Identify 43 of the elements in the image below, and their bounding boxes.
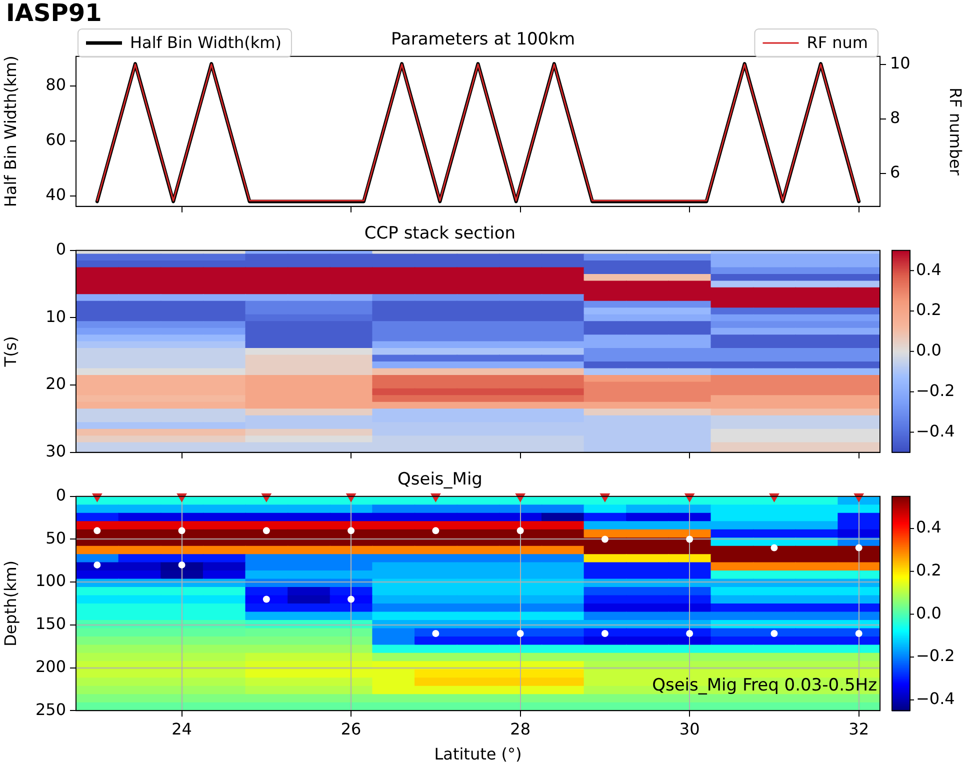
chart-title: Qseis_Mig xyxy=(398,470,482,490)
y-axis-title: T(s) xyxy=(0,336,20,368)
text: IASP91 xyxy=(6,0,102,27)
y-tick-label: 200 xyxy=(35,656,66,676)
y-tick-label: 40 xyxy=(46,185,66,204)
y-tick-label: 0 xyxy=(56,486,66,505)
y-axis-title: Half Bin Width(km) xyxy=(0,56,20,208)
color-bar-label: −0.2 xyxy=(916,380,955,400)
y-tick-label: 50 xyxy=(46,528,66,548)
y-tick-label: 10 xyxy=(46,306,66,326)
x-tick-label: 32 xyxy=(848,719,870,738)
color-bar-label: 0.0 xyxy=(916,340,942,360)
y-tick-label: 150 xyxy=(35,614,66,634)
legend-label: RF num xyxy=(806,33,868,52)
y-axis-title: Depth(km) xyxy=(0,560,20,647)
color-bar-label: −0.2 xyxy=(916,646,955,666)
y2-axis-title: RF number xyxy=(946,87,966,176)
x-axis-title: Latitute (°) xyxy=(434,744,522,764)
color-bar-label: 0.2 xyxy=(916,300,942,320)
y-tick-label: 60 xyxy=(46,130,66,150)
y-tick-label: 30 xyxy=(46,442,66,461)
legend-label: Half Bin Width(km) xyxy=(130,33,282,52)
y-tick-label: 0 xyxy=(56,240,66,259)
y-tick-label: 20 xyxy=(46,374,66,394)
y2-tick-label: 8 xyxy=(890,108,900,128)
color-bar-label: 0.4 xyxy=(916,518,942,537)
color-bar-label: 0.4 xyxy=(916,260,942,279)
y-tick-label: 250 xyxy=(35,700,66,719)
y2-tick-label: 6 xyxy=(890,162,900,182)
x-tick-label: 30 xyxy=(679,719,700,738)
color-bar-label: 0.0 xyxy=(916,603,942,622)
y2-tick-label: 10 xyxy=(890,53,910,72)
x-tick-label: 26 xyxy=(340,719,362,738)
x-tick-label: 28 xyxy=(510,719,530,738)
color-bar-label: −0.4 xyxy=(916,421,955,440)
y-tick-label: 100 xyxy=(35,571,66,590)
color-bar-label: −0.4 xyxy=(916,689,955,708)
x-tick-label: 24 xyxy=(172,719,192,738)
annotation: Qseis_Mig Freq 0.03-0.5Hz xyxy=(652,676,878,696)
y-tick-label: 80 xyxy=(46,75,66,94)
chart-title: Parameters at 100km xyxy=(390,30,576,50)
chart-title: CCP stack section xyxy=(364,224,516,244)
color-bar-label: 0.2 xyxy=(916,560,942,580)
